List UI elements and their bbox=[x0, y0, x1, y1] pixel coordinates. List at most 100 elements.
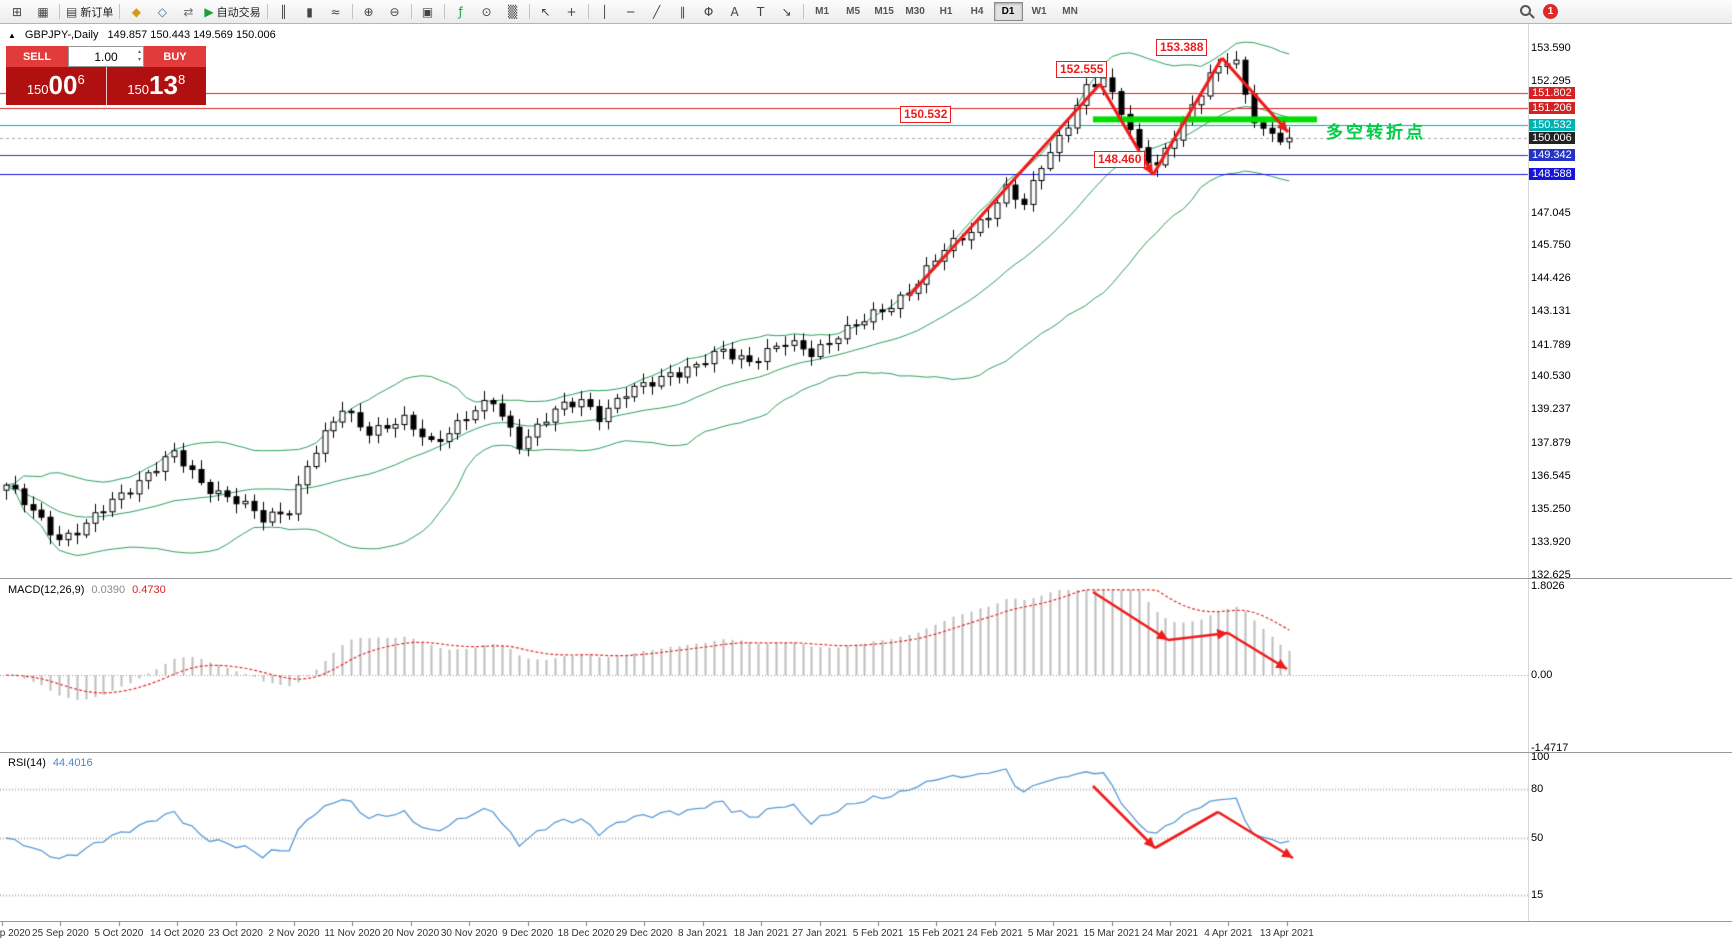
date-label: 5 Feb 2021 bbox=[852, 928, 904, 939]
rsi-value: 44.4016 bbox=[52, 757, 93, 769]
candlestick-chart-button[interactable]: ▮ bbox=[297, 1, 323, 23]
price-axis-label: 144.426 bbox=[1531, 272, 1571, 285]
date-label: 16 Sep 2020 bbox=[0, 928, 31, 939]
timeframe-mn[interactable]: MN bbox=[1062, 6, 1078, 17]
date-label: 18 Dec 2020 bbox=[557, 928, 615, 939]
market-watch-icon: ◆ bbox=[131, 4, 141, 19]
price-annotation-box[interactable]: 150.532 bbox=[900, 106, 952, 123]
timeframe-h4[interactable]: H4 bbox=[970, 6, 984, 17]
price-annotation-box[interactable]: 148.460 bbox=[1094, 151, 1146, 168]
price-axis-label: 152.295 bbox=[1531, 74, 1571, 87]
notification-badge[interactable]: 1 bbox=[1543, 4, 1558, 19]
axis-divider bbox=[1528, 24, 1529, 922]
market-watch-button[interactable]: ◆ bbox=[123, 1, 149, 23]
line-chart-icon: ≈ bbox=[330, 4, 341, 19]
horizontal-line-button[interactable]: ─ bbox=[618, 1, 644, 23]
vertical-line-button[interactable]: │ bbox=[592, 1, 618, 23]
text-button[interactable]: A bbox=[722, 1, 748, 23]
toolbar-separator bbox=[59, 4, 60, 19]
search-icon[interactable] bbox=[1520, 5, 1535, 20]
new-chart-icon: ⊞ bbox=[11, 4, 23, 19]
timeframe-m1[interactable]: M1 bbox=[815, 6, 830, 17]
volume-input[interactable]: 1.00 ▴ ▾ bbox=[68, 46, 144, 67]
macd-axis-label: 0.00 bbox=[1531, 669, 1553, 682]
indicators-icon: ƒ bbox=[458, 4, 463, 19]
date-label: 13 Apr 2021 bbox=[1259, 928, 1314, 939]
toolbar-separator bbox=[587, 4, 589, 19]
data-window-button[interactable]: ◇ bbox=[149, 1, 175, 23]
date-label: 14 Oct 2020 bbox=[149, 928, 205, 939]
date-label: 18 Jan 2021 bbox=[733, 928, 789, 939]
timeframe-w1[interactable]: W1 bbox=[1031, 6, 1047, 17]
date-label: 24 Feb 2021 bbox=[966, 928, 1023, 939]
price-axis-label: 148.588 bbox=[1529, 167, 1575, 180]
toolbar-separator bbox=[802, 4, 804, 19]
panel-splitter-rsi[interactable] bbox=[0, 752, 1732, 753]
chart-profiles-button[interactable]: ▦ bbox=[30, 1, 56, 23]
buy-button[interactable]: BUY bbox=[144, 46, 206, 67]
zoom-in-icon: ⊕ bbox=[363, 4, 374, 19]
cursor-button[interactable]: ↖ bbox=[533, 1, 559, 23]
toolbar-separator bbox=[528, 4, 530, 19]
tile-windows-button[interactable]: ▣ bbox=[415, 1, 441, 23]
bar-chart-button[interactable]: ║ bbox=[271, 1, 297, 23]
cursor-icon: ↖ bbox=[540, 4, 551, 19]
volume-value: 1.00 bbox=[94, 49, 118, 64]
timeframe-d1[interactable]: D1 bbox=[993, 2, 1023, 21]
timeframe-h1[interactable]: H1 bbox=[939, 6, 953, 17]
price-axis-label: 141.789 bbox=[1531, 338, 1571, 351]
strategy-tester-button[interactable]: ⇄ bbox=[175, 1, 201, 23]
date-label: 15 Mar 2021 bbox=[1083, 928, 1140, 939]
sell-price[interactable]: 150006 bbox=[6, 67, 106, 105]
indicators-button[interactable]: ƒ bbox=[448, 1, 474, 23]
templates-icon: ▒ bbox=[507, 4, 518, 19]
crosshair-button[interactable]: + bbox=[559, 1, 585, 23]
buy-price[interactable]: 150138 bbox=[105, 67, 207, 105]
panel-splitter-macd[interactable] bbox=[0, 578, 1732, 579]
timeframe-m30[interactable]: M30 bbox=[905, 6, 925, 17]
price-annotation-box[interactable]: 152.555 bbox=[1056, 61, 1108, 78]
macd-title: MACD(12,26,9) bbox=[8, 584, 85, 596]
fibonacci-button[interactable]: Φ bbox=[696, 1, 722, 23]
line-chart-button[interactable]: ≈ bbox=[323, 1, 349, 23]
rsi-title: RSI(14) bbox=[8, 757, 46, 769]
date-label: 4 Apr 2021 bbox=[1204, 928, 1253, 939]
timeframe-m15[interactable]: M15 bbox=[874, 6, 894, 17]
channel-button[interactable]: ∥ bbox=[670, 1, 696, 23]
sell-button[interactable]: SELL bbox=[6, 46, 68, 67]
algo-trading-button[interactable]: ▶ 自动交易 bbox=[201, 1, 263, 23]
volume-spinner[interactable]: ▴ ▾ bbox=[138, 48, 141, 64]
label-button[interactable]: T bbox=[748, 1, 774, 23]
rsi-header: RSI(14) 44.4016 bbox=[8, 757, 93, 769]
zoom-out-button[interactable]: ⊖ bbox=[382, 1, 408, 23]
buy-price-prefix: 150 bbox=[127, 82, 150, 97]
timeframe-toolbar: M1 M5 M15 M30 H1 H4 D1 W1 MN bbox=[807, 0, 1086, 23]
date-label: 20 Nov 2020 bbox=[382, 928, 440, 939]
collapse-panel-icon[interactable]: ▲ bbox=[8, 30, 16, 40]
horizontal-line-icon: ─ bbox=[626, 4, 635, 19]
price-annotation-box[interactable]: 153.388 bbox=[1156, 39, 1208, 56]
new-chart-button[interactable]: ⊞ bbox=[4, 1, 30, 23]
zoom-in-button[interactable]: ⊕ bbox=[356, 1, 382, 23]
rsi-axis-label: 100 bbox=[1531, 751, 1550, 763]
price-axis-label: 150.006 bbox=[1529, 132, 1575, 145]
ohlc-values: 149.857 150.443 149.569 150.006 bbox=[107, 29, 276, 41]
trendline-button[interactable]: ╱ bbox=[644, 1, 670, 23]
timeframe-m5[interactable]: M5 bbox=[846, 6, 861, 17]
arrows-button[interactable]: ↘ bbox=[774, 1, 800, 23]
macd-axis-label: 1.8026 bbox=[1531, 580, 1565, 592]
vertical-line-icon: │ bbox=[600, 4, 609, 19]
price-axis-label: 137.879 bbox=[1531, 436, 1571, 449]
toolbar-separator bbox=[266, 4, 268, 19]
date-label: 30 Nov 2020 bbox=[440, 928, 498, 939]
toolbar-separator bbox=[351, 4, 353, 19]
turning-point-label[interactable]: 多空转折点 bbox=[1326, 123, 1426, 143]
templates-button[interactable]: ▒ bbox=[500, 1, 526, 23]
spin-up-icon[interactable]: ▴ bbox=[137, 49, 141, 55]
one-click-trading-panel: SELL 1.00 ▴ ▾ BUY 150006 150138 bbox=[6, 46, 206, 105]
spin-down-icon[interactable]: ▾ bbox=[137, 57, 141, 63]
new-order-icon: ▤ bbox=[66, 4, 78, 19]
new-order-button[interactable]: ▤ 新订单 bbox=[63, 1, 116, 23]
periods-button[interactable]: ⊙ bbox=[474, 1, 500, 23]
